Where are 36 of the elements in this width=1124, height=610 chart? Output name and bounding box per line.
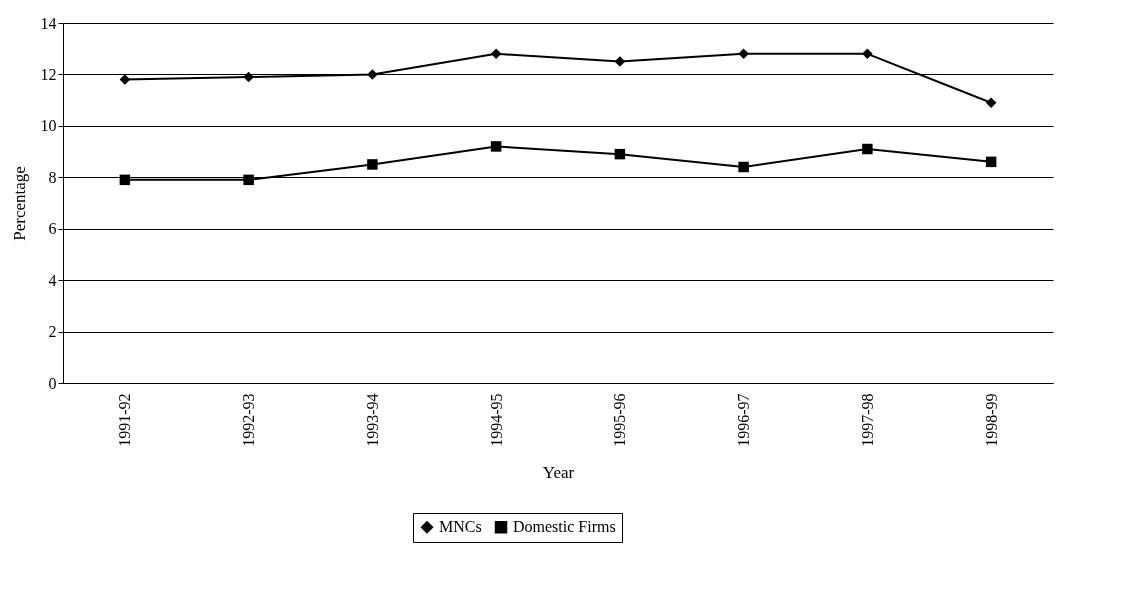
point (985, 156, 997, 168)
y-tick-label: 14 (40, 14, 57, 32)
x-axis-title: Year (542, 462, 575, 482)
y-tick-label: 12 (40, 65, 57, 83)
legend-label: MNCs (439, 518, 482, 536)
y-tick-label: 4 (48, 271, 57, 289)
y-axis-title: Percentage (9, 166, 29, 241)
y-tick-label: 10 (40, 117, 57, 135)
x-tick-label: 1992-93 (240, 393, 258, 447)
y-tick-label: 6 (48, 220, 57, 238)
point (490, 141, 502, 152)
point (614, 56, 626, 67)
x-tick-label: 1998-99 (982, 393, 1000, 447)
point (119, 174, 131, 186)
point (985, 97, 997, 108)
x-tick-label: 1994-95 (487, 393, 505, 447)
y-tick-label: 2 (48, 323, 57, 341)
point (490, 48, 502, 60)
point (243, 71, 254, 83)
point (862, 143, 873, 155)
point (862, 48, 873, 60)
x-tick-label: 1996-97 (735, 393, 753, 447)
point (614, 148, 626, 160)
point (738, 48, 749, 60)
point (243, 174, 254, 186)
x-tick-label: 1995-96 (611, 393, 629, 447)
y-tick-label: 8 (48, 168, 57, 186)
legend-label: Domestic Firms (513, 518, 616, 536)
point (738, 161, 749, 173)
x-tick-label: 1993-94 (363, 393, 381, 447)
point (367, 159, 378, 170)
point (119, 74, 131, 85)
x-tick-label: 1997-98 (858, 393, 876, 447)
point (367, 69, 378, 80)
y-tick-label: 0 (48, 374, 57, 392)
x-tick-label: 1991-92 (116, 393, 134, 447)
